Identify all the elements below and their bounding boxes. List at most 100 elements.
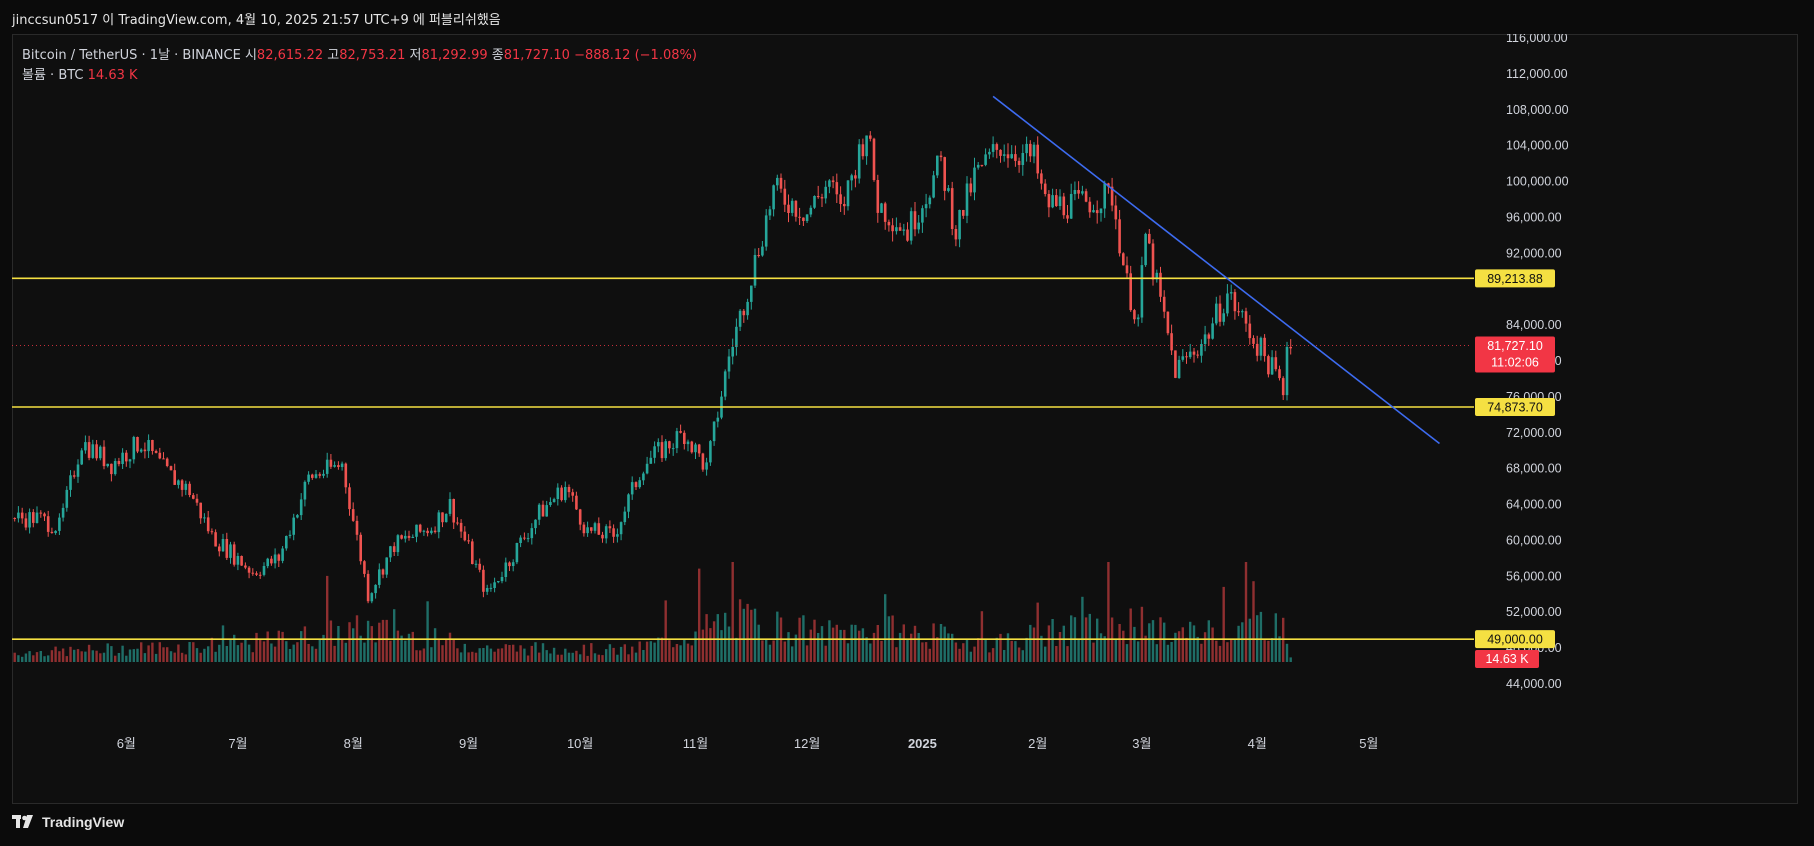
candle-body (489, 587, 493, 589)
level-price-tag (1475, 630, 1555, 649)
volume-bar (660, 637, 664, 662)
level-price-label: 49,000.00 (1487, 633, 1543, 647)
tradingview-brand: TradingView (42, 814, 125, 830)
volume-bar (50, 650, 54, 662)
volume-bar (288, 649, 292, 662)
candle-body (1285, 347, 1289, 396)
candle-body (180, 480, 184, 490)
volume-bar (504, 644, 507, 662)
candle-body (143, 449, 147, 452)
volume-bar (872, 632, 876, 662)
candle-body (932, 175, 935, 198)
volume-bar (750, 609, 753, 662)
volume-bar (128, 649, 132, 662)
chart-panel[interactable] (12, 34, 1798, 804)
volume-bar (482, 648, 485, 662)
candle-body (1122, 253, 1125, 266)
level-price-tag (1475, 397, 1555, 416)
candle-body (35, 512, 39, 523)
candle-body (65, 489, 69, 508)
volume-bar (318, 639, 321, 662)
volume-bar (1181, 627, 1184, 662)
volume-bar (839, 629, 842, 662)
high-value: 82,753.21 (339, 48, 406, 63)
candle-body (1073, 190, 1077, 195)
volume-bar (943, 626, 946, 662)
volume-bar (1196, 636, 1199, 662)
volume-bar (396, 630, 400, 662)
candle-body (1207, 334, 1211, 339)
volume-bar (1222, 586, 1225, 662)
candle-body (485, 588, 489, 592)
price-chart[interactable]: 116,000.00 112,000.00 108,000.00 104,000.00… (12, 34, 1796, 802)
volume-bar (597, 654, 600, 662)
volume-bar (80, 651, 83, 662)
candle-body (1010, 154, 1013, 159)
candle-body (452, 499, 455, 523)
volume-bar (32, 655, 35, 662)
volume-bar (474, 652, 478, 662)
candle-body (619, 522, 623, 535)
candle-body (87, 442, 91, 458)
candle-body (939, 155, 943, 158)
candle-body (887, 221, 891, 226)
candle-body (1155, 272, 1159, 280)
candle-body (623, 511, 627, 523)
volume-bar (1278, 636, 1281, 662)
volume-bar (556, 654, 559, 662)
volume-label[interactable]: 볼륨 · BTC (22, 68, 84, 83)
candle-body (355, 520, 359, 535)
volume-bar (1148, 623, 1151, 662)
candle-body (950, 188, 954, 229)
candle-body (270, 558, 273, 564)
candle-body (1281, 378, 1285, 396)
candle-body (991, 144, 995, 152)
volume-bar (192, 642, 195, 662)
candle-body (1021, 153, 1025, 165)
candle-body (1274, 357, 1278, 370)
volume-bar (1241, 622, 1244, 662)
volume-bar (296, 642, 299, 662)
candle-body (534, 519, 537, 529)
volume-bar (973, 646, 976, 662)
candle-body (1170, 333, 1173, 351)
candle-body (1267, 356, 1270, 375)
candle-body (407, 535, 411, 538)
volume-bar (311, 646, 314, 662)
candle-body (1081, 191, 1084, 194)
volume-bar (1125, 644, 1129, 662)
volume-bar (1092, 642, 1095, 662)
candle-body (54, 530, 57, 533)
volume-bar (939, 624, 943, 662)
volume-bar (467, 652, 470, 662)
x-tick-label: 12월 (794, 736, 820, 751)
candle-body (735, 326, 738, 347)
y-tick-label: 84,000.00 (1506, 318, 1562, 332)
volume-bar (47, 655, 50, 662)
volume-bar (393, 609, 396, 662)
volume-bar (340, 639, 344, 662)
candle-body (731, 347, 734, 357)
candle-body (947, 188, 950, 191)
volume-bar (906, 639, 909, 662)
volume-bar (195, 648, 199, 662)
candle-body (471, 541, 474, 564)
volume-bar (452, 639, 455, 662)
volume-bar (400, 635, 403, 662)
candle-body (422, 530, 426, 532)
candle-body (1103, 183, 1106, 209)
symbol-name[interactable]: Bitcoin / TetherUS · 1날 · BINANCE (22, 48, 241, 63)
tradingview-logo-icon (12, 815, 33, 828)
candle-body (895, 227, 898, 232)
candle-body (95, 444, 98, 459)
volume-bar (579, 654, 582, 662)
volume-bar (861, 628, 865, 662)
volume-bar (913, 625, 917, 662)
trendline[interactable] (992, 95, 1440, 445)
volume-bar (571, 652, 574, 662)
candle-body (567, 487, 571, 493)
volume-bar (545, 650, 548, 662)
y-tick-label: 116,000.00 (1506, 34, 1568, 45)
volume-bar (255, 632, 258, 662)
tradingview-footer[interactable]: TradingView (12, 814, 124, 830)
